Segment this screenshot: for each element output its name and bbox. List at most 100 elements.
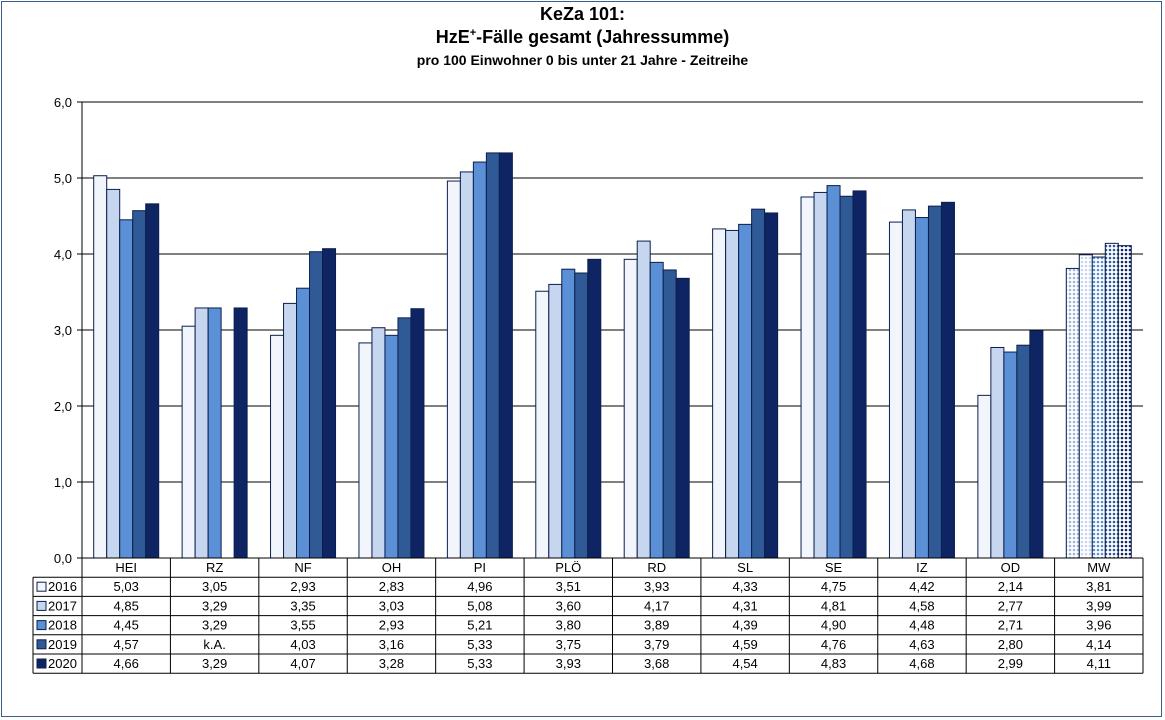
data-label: 4,59 xyxy=(732,637,757,652)
data-label: 3,79 xyxy=(644,637,669,652)
bar xyxy=(888,221,903,559)
data-label: 3,75 xyxy=(556,637,581,652)
data-label: 3,93 xyxy=(556,656,581,671)
data-label: 4,03 xyxy=(290,637,315,652)
bar xyxy=(914,217,929,559)
category-label: MW xyxy=(1087,560,1111,575)
data-label: 4,33 xyxy=(732,579,757,594)
data-label: 3,96 xyxy=(1086,618,1111,633)
bar xyxy=(675,277,690,559)
category-label: RZ xyxy=(206,560,223,575)
data-label: 4,31 xyxy=(732,598,757,613)
bar xyxy=(574,272,589,559)
data-label: 4,45 xyxy=(114,618,139,633)
data-label: 3,99 xyxy=(1086,598,1111,613)
category-label: PI xyxy=(474,560,486,575)
data-label: 4,66 xyxy=(114,656,139,671)
bar xyxy=(358,342,373,559)
bar xyxy=(1078,254,1093,559)
bar xyxy=(901,209,916,559)
data-label: 3,29 xyxy=(202,618,227,633)
data-label: 5,21 xyxy=(467,618,492,633)
data-label: k.A. xyxy=(203,637,225,652)
bar xyxy=(106,188,121,559)
data-label: 3,35 xyxy=(290,598,315,613)
subtitle-superscript: + xyxy=(469,27,477,39)
bar xyxy=(296,287,311,559)
category-label: RD xyxy=(647,560,666,575)
bar xyxy=(283,302,298,559)
bar xyxy=(940,201,955,559)
y-tick-label: 6,0 xyxy=(54,95,72,110)
bar xyxy=(309,251,324,559)
data-label: 4,76 xyxy=(821,637,846,652)
data-label: 4,11 xyxy=(1087,656,1111,671)
data-label: 4,81 xyxy=(821,598,846,613)
data-label: 3,55 xyxy=(290,618,315,633)
bar xyxy=(839,195,854,559)
bar xyxy=(1003,351,1018,559)
category-label: OD xyxy=(1001,560,1021,575)
bar xyxy=(446,180,461,559)
bar xyxy=(410,308,425,559)
legend-label: 2016 xyxy=(48,579,77,594)
data-label: 5,33 xyxy=(467,637,492,652)
data-label: 2,14 xyxy=(998,579,1023,594)
bar xyxy=(990,346,1005,559)
bar xyxy=(977,394,992,559)
bar xyxy=(181,325,196,559)
legend-swatch xyxy=(36,658,47,669)
bar xyxy=(93,175,108,559)
category-label: OH xyxy=(382,560,402,575)
bar xyxy=(472,161,487,559)
legend-label: 2017 xyxy=(48,598,77,613)
bar xyxy=(1091,256,1106,559)
bar xyxy=(270,334,285,559)
bar xyxy=(119,219,134,559)
data-label: 3,51 xyxy=(556,579,581,594)
bar xyxy=(371,327,386,559)
bar xyxy=(397,317,412,559)
y-tick-label: 5,0 xyxy=(54,171,72,186)
bar xyxy=(132,210,147,559)
data-label: 4,83 xyxy=(821,656,846,671)
data-label: 4,68 xyxy=(909,656,934,671)
subtitle-main: HzE xyxy=(435,27,470,47)
bar xyxy=(384,334,399,559)
data-label: 3,80 xyxy=(556,618,581,633)
legend-label: 2019 xyxy=(48,637,77,652)
data-label: 5,08 xyxy=(467,598,492,613)
data-label: 4,90 xyxy=(821,618,846,633)
chart-subtitle: HzE+-Fälle gesamt (Jahressumme) xyxy=(0,27,1165,48)
bar xyxy=(1029,330,1044,559)
bar xyxy=(1117,245,1132,559)
bar xyxy=(498,152,513,559)
data-label: 4,85 xyxy=(114,598,139,613)
bar xyxy=(1065,267,1080,559)
y-tick-label: 2,0 xyxy=(54,399,72,414)
bar xyxy=(738,223,753,559)
data-label: 3,68 xyxy=(644,656,669,671)
category-label: IZ xyxy=(916,560,928,575)
bar xyxy=(485,152,500,559)
data-label: 3,60 xyxy=(556,598,581,613)
data-label: 4,48 xyxy=(909,618,934,633)
y-tick-label: 1,0 xyxy=(54,475,72,490)
data-label: 3,29 xyxy=(202,598,227,613)
bar xyxy=(649,261,664,559)
chart-title: KeZa 101: xyxy=(539,4,626,24)
legend-swatch xyxy=(36,620,47,631)
data-label: 4,58 xyxy=(909,598,934,613)
category-label: SL xyxy=(737,560,753,575)
chart-subtitle-2: pro 100 Einwohner 0 bis unter 21 Jahre -… xyxy=(416,52,749,68)
bar xyxy=(800,196,815,559)
data-label: 3,89 xyxy=(644,618,669,633)
bar xyxy=(233,307,248,559)
data-label: 4,39 xyxy=(732,618,757,633)
category-label: SE xyxy=(825,560,843,575)
data-label: 4,07 xyxy=(290,656,315,671)
data-label: 3,81 xyxy=(1086,579,1111,594)
data-label: 4,75 xyxy=(821,579,846,594)
bar xyxy=(764,212,779,559)
